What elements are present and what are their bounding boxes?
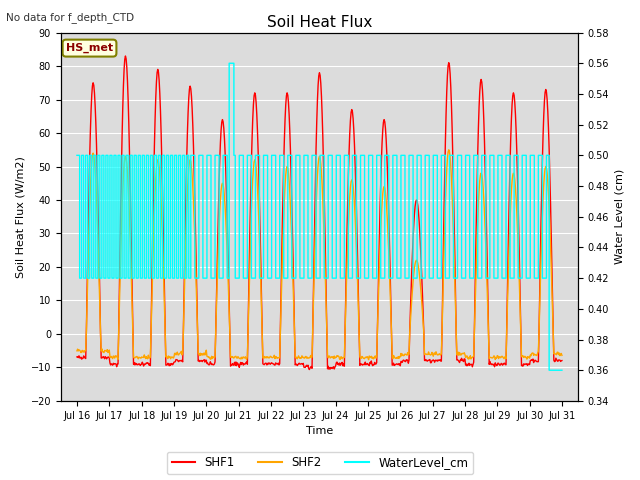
WaterLevel_cm	[407, 153, 415, 158]
SHF1	[122, 53, 129, 59]
SHF1	[180, 289, 188, 295]
WaterLevel_cm	[73, 153, 81, 158]
X-axis label: Time: Time	[306, 426, 333, 436]
SHF2	[365, 357, 372, 362]
SHF2	[407, 308, 415, 313]
Y-axis label: Soil Heat Flux (W/m2): Soil Heat Flux (W/m2)	[15, 156, 25, 277]
SHF1	[313, 119, 321, 125]
WaterLevel_cm	[558, 367, 566, 373]
SHF2	[558, 352, 566, 358]
SHF2	[180, 329, 188, 335]
WaterLevel_cm	[225, 60, 233, 66]
Y-axis label: Water Level (cm): Water Level (cm)	[615, 169, 625, 264]
Line: SHF1: SHF1	[77, 56, 562, 370]
SHF2	[445, 147, 452, 153]
WaterLevel_cm	[545, 367, 553, 373]
SHF1	[360, 361, 368, 367]
SHF2	[200, 350, 208, 356]
SHF1	[408, 269, 415, 275]
SHF2	[358, 354, 366, 360]
SHF2	[515, 264, 523, 269]
Legend: SHF1, SHF2, WaterLevel_cm: SHF1, SHF2, WaterLevel_cm	[167, 452, 473, 474]
Line: SHF2: SHF2	[77, 150, 562, 360]
SHF1	[73, 354, 81, 360]
SHF2	[312, 226, 319, 231]
SHF1	[515, 230, 523, 236]
SHF1	[558, 358, 566, 363]
SHF2	[73, 348, 81, 354]
WaterLevel_cm	[360, 153, 367, 158]
WaterLevel_cm	[312, 275, 320, 281]
Title: Soil Heat Flux: Soil Heat Flux	[267, 15, 372, 30]
WaterLevel_cm	[200, 275, 208, 281]
SHF1	[201, 359, 209, 365]
Text: No data for f_depth_CTD: No data for f_depth_CTD	[6, 12, 134, 23]
WaterLevel_cm	[515, 275, 522, 281]
WaterLevel_cm	[180, 153, 188, 158]
Line: WaterLevel_cm: WaterLevel_cm	[77, 63, 562, 370]
SHF1	[305, 367, 313, 372]
Text: HS_met: HS_met	[66, 43, 113, 53]
